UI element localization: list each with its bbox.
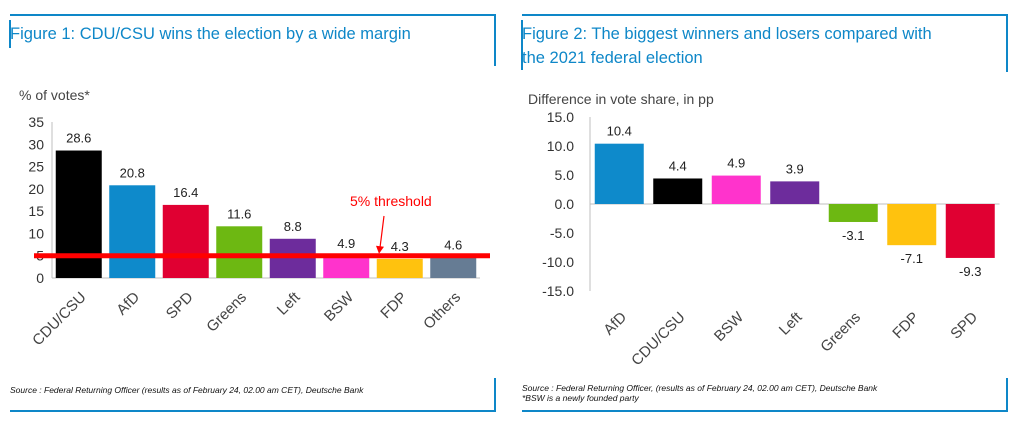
bar bbox=[376, 258, 423, 278]
bar bbox=[770, 181, 820, 204]
figure1-title: Figure 1: CDU/CSU wins the election by a… bbox=[10, 25, 411, 43]
bar bbox=[323, 256, 370, 278]
y-axis-label: % of votes* bbox=[19, 87, 90, 103]
data-label: 4.6 bbox=[444, 237, 462, 252]
x-tick-label: CDU/CSU bbox=[29, 289, 89, 349]
figure2-panel: Figure 2: The biggest winners and losers… bbox=[512, 0, 1012, 438]
figure2-source: Source : Federal Returning Officer, (res… bbox=[522, 383, 877, 403]
data-label: 28.6 bbox=[66, 131, 91, 146]
y-tick-label: 0 bbox=[36, 270, 44, 286]
y-tick-label: -15.0 bbox=[542, 283, 574, 299]
y-tick-label: 20 bbox=[28, 181, 44, 197]
figure2-footer-frame bbox=[522, 378, 1008, 412]
figure2-title-accent bbox=[521, 20, 523, 70]
figure2-chart: Difference in vote share, in pp -15.0 -10.… bbox=[528, 91, 1000, 369]
figure1-source: Source : Federal Returning Officer (resu… bbox=[10, 385, 364, 395]
x-tick-label: FDP bbox=[377, 289, 410, 322]
y-tick-label: 10 bbox=[28, 225, 44, 241]
y-tick-label: 15.0 bbox=[547, 109, 574, 125]
x-tick-label: Left bbox=[776, 308, 806, 338]
data-label: 4.4 bbox=[669, 158, 687, 173]
data-label: -3.1 bbox=[842, 228, 864, 243]
x-tick-label: Others bbox=[420, 289, 464, 333]
data-label: 20.8 bbox=[120, 165, 145, 180]
y-tick-label: 25 bbox=[28, 159, 44, 175]
bar bbox=[216, 226, 263, 278]
x-tick-label: SPD bbox=[947, 309, 981, 343]
bar bbox=[887, 204, 937, 246]
data-label: 8.8 bbox=[284, 219, 302, 234]
x-tick-label: AfD bbox=[113, 289, 143, 319]
bar bbox=[711, 175, 761, 204]
threshold-label: 5% threshold bbox=[350, 193, 432, 209]
x-tick-label: AfD bbox=[600, 309, 630, 339]
y-tick-label: 35 bbox=[28, 114, 44, 130]
figure2-title: Figure 2: The biggest winners and losers… bbox=[522, 22, 1002, 70]
bar bbox=[653, 178, 703, 204]
threshold-arrow-line bbox=[379, 215, 385, 248]
y-tick-label: 30 bbox=[28, 136, 44, 152]
bar bbox=[162, 204, 209, 278]
y-tick-label: 5.0 bbox=[555, 167, 575, 183]
figure2-source-line2: *BSW is a newly founded party bbox=[522, 393, 639, 403]
figure2-source-line1: Source : Federal Returning Officer, (res… bbox=[522, 383, 878, 393]
data-label: 11.6 bbox=[227, 206, 251, 221]
x-tick-label: BSW bbox=[711, 308, 748, 345]
y-axis-label: Difference in vote share, in pp bbox=[528, 91, 714, 107]
bar bbox=[594, 143, 644, 204]
x-tick-label: FDP bbox=[889, 309, 922, 342]
y-tick-label: 10.0 bbox=[547, 138, 574, 154]
bar bbox=[828, 204, 878, 222]
data-label: 16.4 bbox=[173, 185, 198, 200]
figure2-title-frame bbox=[522, 14, 1008, 72]
y-tick-label: 0.0 bbox=[555, 196, 575, 212]
data-label: 10.4 bbox=[607, 124, 632, 139]
x-tick-label: BSW bbox=[321, 288, 358, 325]
figure1-title-frame bbox=[10, 14, 496, 66]
bar bbox=[430, 257, 477, 278]
data-label: 4.9 bbox=[337, 236, 355, 251]
y-tick-label: -10.0 bbox=[542, 254, 574, 270]
figure2-title-line1: Figure 2: The biggest winners and losers… bbox=[522, 25, 932, 43]
threshold-arrow-head bbox=[376, 245, 384, 254]
data-label: -7.1 bbox=[901, 251, 923, 266]
x-tick-label: Greens bbox=[817, 309, 864, 356]
bar bbox=[109, 185, 156, 278]
data-label: 3.9 bbox=[786, 161, 804, 176]
y-tick-label: -5.0 bbox=[550, 225, 574, 241]
bar bbox=[269, 238, 316, 278]
data-label: 4.3 bbox=[391, 239, 409, 254]
x-tick-label: Greens bbox=[203, 289, 250, 336]
figure1-panel: Figure 1: CDU/CSU wins the election by a… bbox=[0, 0, 500, 438]
bar bbox=[945, 204, 995, 258]
bar bbox=[55, 150, 102, 278]
data-label: 4.9 bbox=[727, 156, 745, 171]
figure1-title-accent bbox=[9, 20, 11, 48]
x-tick-label: Left bbox=[274, 288, 304, 318]
figure1-footer-frame bbox=[10, 378, 496, 412]
x-tick-label: CDU/CSU bbox=[628, 309, 688, 369]
figure1-chart: % of votes*0510152025303528.6CDU/CSU20.8… bbox=[19, 87, 490, 349]
y-tick-label: 15 bbox=[28, 203, 44, 219]
x-tick-label: SPD bbox=[163, 289, 197, 323]
figure2-title-line2: the 2021 federal election bbox=[522, 49, 703, 67]
data-label: -9.3 bbox=[959, 264, 981, 279]
